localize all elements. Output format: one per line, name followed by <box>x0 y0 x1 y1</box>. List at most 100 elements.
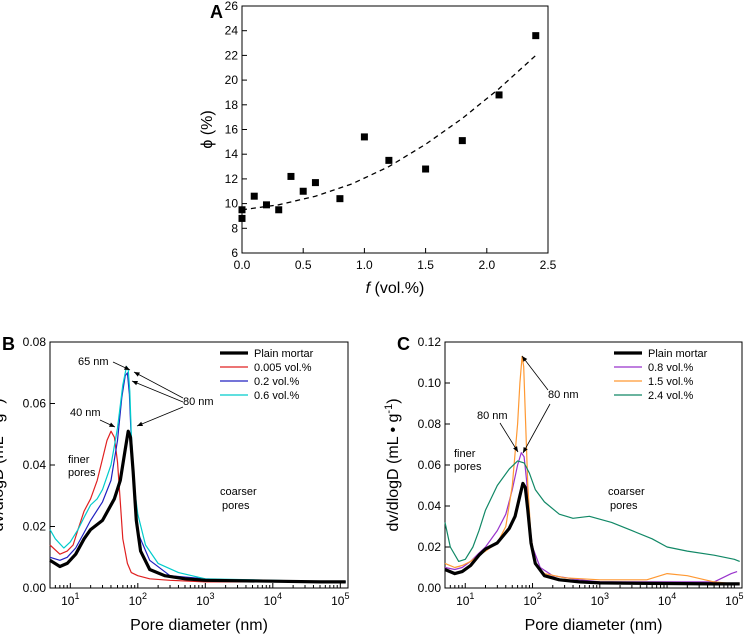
data-point <box>238 206 246 214</box>
x-tick-base: 10 <box>61 594 75 608</box>
arrow-head <box>134 372 140 377</box>
y-tick-label: 0.08 <box>23 335 47 349</box>
x-tick-label: 102 <box>129 591 147 608</box>
x-tick-base: 10 <box>264 594 278 608</box>
arrow-head <box>109 422 115 427</box>
data-point <box>422 165 430 173</box>
x-tick-label: 2.5 <box>540 258 557 272</box>
y-tick-label: 12 <box>225 172 239 186</box>
y-tick-label: 0.06 <box>23 397 47 411</box>
annotation-80nm-right: 80 nm <box>548 389 579 401</box>
annotation-arrow <box>522 403 551 454</box>
data-point <box>532 32 540 40</box>
x-axis-label-rest: (vol.%) <box>370 280 424 297</box>
annotation-40nm: 40 nm <box>70 407 101 419</box>
legend-label: Plain mortar <box>648 348 708 360</box>
y-tick-label: 0.04 <box>23 458 47 472</box>
annotation-finer-pores: pores <box>454 461 482 473</box>
x-axis-label-italic: f <box>366 280 372 297</box>
y-tick-label: 20 <box>225 73 239 87</box>
data-point <box>250 192 258 200</box>
y-tick-label: 0.08 <box>418 417 442 431</box>
x-tick-label: 1.0 <box>356 258 373 272</box>
y-tick-label: 0.12 <box>418 335 442 349</box>
x-tick-label: 2.0 <box>478 258 495 272</box>
x-axis-label: f (vol.%) <box>366 280 425 297</box>
series-line-plain-mortar <box>49 429 346 584</box>
x-axis-label: Pore diameter (nm) <box>130 617 268 634</box>
x-tick-label: 104 <box>658 591 676 608</box>
arrow-head <box>124 365 130 370</box>
y-tick-label: 0.02 <box>418 540 442 554</box>
x-tick-base: 10 <box>523 594 537 608</box>
data-point <box>299 187 307 195</box>
panel-b-label: B <box>2 334 15 354</box>
legend-label: 0.005 vol.% <box>254 362 312 374</box>
annotation-coarser-pores: pores <box>610 500 638 512</box>
arrow-head <box>522 356 528 362</box>
x-tick-exp: 4 <box>277 591 282 601</box>
x-tick-exp: 4 <box>671 591 676 601</box>
y-axis-label-main: dv/dlogD (mL • g <box>385 414 402 532</box>
annotation-arrow <box>131 380 184 403</box>
annotation-arrow <box>136 406 184 427</box>
x-tick-exp: 3 <box>209 591 214 601</box>
x-tick-base: 10 <box>591 594 605 608</box>
annotation-coarser: coarser <box>220 486 257 498</box>
series-line-1-5-vol- <box>444 355 740 585</box>
arrow-head <box>132 380 138 386</box>
x-tick-base: 10 <box>725 594 739 608</box>
y-tick-label: 0.00 <box>23 581 47 595</box>
annotation-arrow <box>499 422 519 453</box>
x-tick-label: 101 <box>61 591 79 608</box>
data-point <box>238 214 246 222</box>
data-point <box>275 206 283 214</box>
data-point <box>495 91 503 99</box>
x-tick-label: 0.0 <box>234 258 251 272</box>
y-tick-label: 0.04 <box>418 499 442 513</box>
y-axis-label: dv/dlogD (mL • g-1) <box>383 398 402 531</box>
series-line-0-005-vol- <box>49 430 346 583</box>
legend-label: Plain mortar <box>254 348 314 360</box>
x-tick-label: 105 <box>331 591 349 608</box>
legend-label: 2.4 vol.% <box>648 390 693 402</box>
y-tick-label: 14 <box>225 147 239 161</box>
arrow-head <box>523 447 528 453</box>
x-tick-exp: 3 <box>604 591 609 601</box>
legend-label: 0.8 vol.% <box>648 362 693 374</box>
y-axis-label-sup: -1 <box>383 404 395 414</box>
y-tick-label: 0.06 <box>418 458 442 472</box>
y-tick-label: 6 <box>231 246 238 260</box>
legend-label: 0.2 vol.% <box>254 376 299 388</box>
annotation-80nm-left: 80 nm <box>477 410 508 422</box>
fit-curve <box>241 54 537 211</box>
x-tick-label: 104 <box>264 591 282 608</box>
y-tick-label: 26 <box>225 0 239 13</box>
legend-label: 1.5 vol.% <box>648 376 693 388</box>
y-axis-label-end: ) <box>385 398 402 403</box>
annotation-arrow <box>521 355 549 391</box>
annotation-finer: finer <box>68 454 90 466</box>
y-tick-label: 0.02 <box>23 520 47 534</box>
data-point <box>385 156 393 164</box>
series-line-plain-mortar <box>444 481 740 586</box>
x-tick-exp: 5 <box>344 591 349 601</box>
x-tick-exp: 1 <box>469 591 474 601</box>
x-tick-label: 105 <box>725 591 743 608</box>
data-point <box>458 137 466 145</box>
annotation-finer-pores: pores <box>68 467 96 479</box>
data-point <box>360 133 368 141</box>
panel-a-frame <box>241 5 549 254</box>
arrow-head <box>137 421 143 427</box>
y-tick-label: 0.10 <box>418 376 442 390</box>
series-line-2-4-vol- <box>444 460 740 562</box>
series-line-0-2-vol- <box>49 372 346 583</box>
x-tick-exp: 2 <box>142 591 147 601</box>
y-axis-label: ϕ (%) <box>199 110 216 148</box>
legend-label: 0.6 vol.% <box>254 390 299 402</box>
x-tick-base: 10 <box>196 594 210 608</box>
panel-c-label: C <box>397 334 410 354</box>
x-tick-label: 103 <box>591 591 609 608</box>
x-tick-label: 0.5 <box>295 258 312 272</box>
data-point <box>287 172 295 180</box>
